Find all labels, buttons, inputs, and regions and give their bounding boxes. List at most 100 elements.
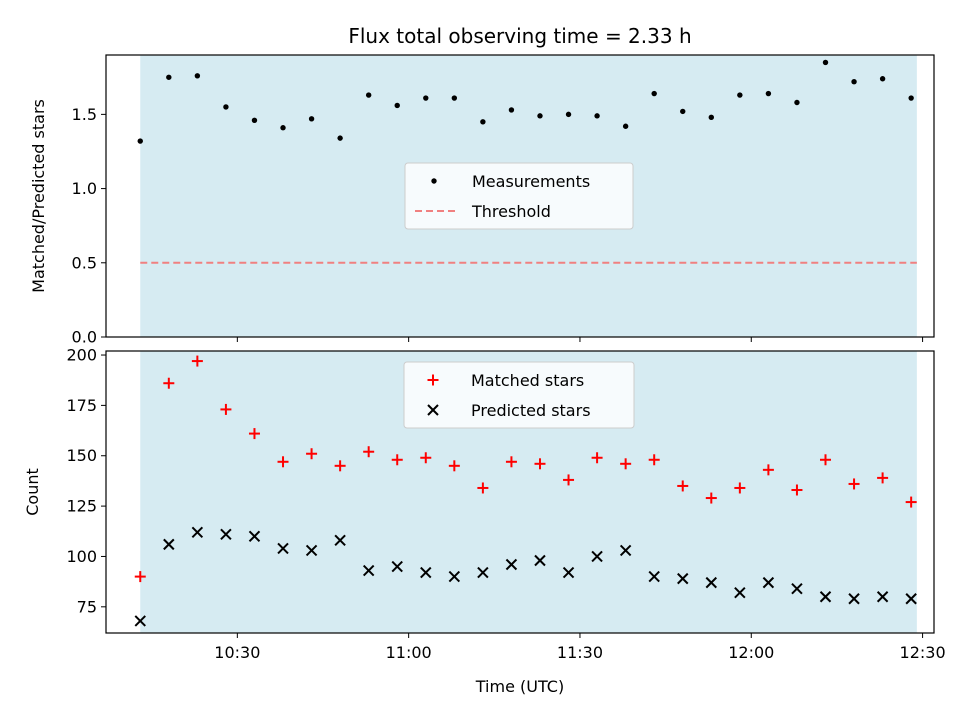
legend-label: Measurements <box>472 172 590 191</box>
measurement-point <box>765 90 772 97</box>
matched-star-point <box>905 496 917 508</box>
matched-star-point <box>391 454 403 466</box>
predicted-star-point <box>334 534 346 547</box>
measurement-point <box>137 138 143 144</box>
top-panel: 0.0 0.5 1.0 1.5 Matched/Predicted stars Measu… <box>29 54 935 347</box>
x-tick-label: 12:30 <box>900 643 946 662</box>
measurement-point <box>508 107 515 113</box>
matched-star-point <box>591 452 603 464</box>
y-tick-label: 100 <box>66 547 97 566</box>
predicted-marker-b <box>391 560 403 573</box>
matched-star-point <box>448 460 460 472</box>
predicted-marker-b <box>534 554 546 567</box>
predicted-marker-b <box>477 566 489 579</box>
predicted-marker-b <box>362 564 375 577</box>
measurement-point <box>251 117 258 124</box>
measurement-point <box>794 99 800 106</box>
legend-box <box>404 162 634 230</box>
predicted-star-point <box>505 558 518 571</box>
matched-star-point <box>563 474 575 486</box>
matched-star-point <box>306 448 318 460</box>
predicted-marker-b <box>905 593 917 605</box>
matched-star-point <box>191 355 203 367</box>
predicted-star-point <box>591 550 603 563</box>
measurement-point <box>879 76 886 82</box>
matched-star-point <box>477 482 489 494</box>
legend-marker-measurements <box>431 178 437 184</box>
predicted-star-point <box>477 566 489 579</box>
predicted-star-point <box>819 591 832 603</box>
matched-star-point <box>848 478 860 490</box>
measurement-point <box>423 95 429 101</box>
predicted-star-point <box>134 615 146 627</box>
predicted-star-point <box>677 572 689 585</box>
predicted-star-point <box>762 576 775 589</box>
predicted-marker-b <box>848 593 860 605</box>
predicted-marker-b <box>677 572 689 585</box>
measurement-point <box>194 73 201 79</box>
predicted-star-point <box>420 566 432 579</box>
measurement-point <box>851 79 857 85</box>
predicted-marker-b <box>420 566 432 579</box>
x-tick-label: 12:00 <box>728 643 774 662</box>
predicted-marker-b <box>734 587 746 599</box>
predicted-star-point <box>191 526 204 538</box>
measurement-point <box>365 92 372 98</box>
measurement-point <box>594 113 600 119</box>
matched-star-point <box>762 464 774 476</box>
predicted-star-point <box>562 566 575 579</box>
matched-star-point <box>334 460 346 472</box>
predicted-marker-b <box>305 544 318 557</box>
predicted-marker-b <box>220 528 232 541</box>
measurement-point <box>737 92 743 98</box>
predicted-marker-b <box>648 570 660 583</box>
measurement-point <box>651 90 657 97</box>
predicted-marker-b <box>191 526 204 538</box>
predicted-star-point <box>791 582 803 595</box>
predicted-star-point <box>248 530 261 543</box>
predicted-marker-b <box>619 544 632 557</box>
legend-label: Threshold <box>471 202 551 221</box>
measurement-point <box>308 116 315 122</box>
y-tick-label: 175 <box>66 396 97 415</box>
x-tick-label: 11:30 <box>557 643 603 662</box>
y-axis-label: Count <box>23 468 42 516</box>
matched-star-point <box>877 472 889 484</box>
predicted-marker-b <box>591 550 603 563</box>
axes-frame <box>105 54 935 338</box>
predicted-star-point <box>220 528 232 541</box>
legend: Matched stars Predicted stars <box>403 361 635 429</box>
x-axis-label: Time (UTC) <box>475 677 564 696</box>
measurement-point <box>565 111 572 118</box>
measurement-point <box>394 102 400 109</box>
predicted-marker-b <box>791 582 803 595</box>
matched-star-point <box>534 458 546 470</box>
matched-star-point <box>134 571 146 583</box>
matched-star-point <box>420 452 432 464</box>
measurement-point <box>622 123 629 129</box>
predicted-marker-b <box>819 591 832 603</box>
measurement-point <box>680 108 686 115</box>
axes-frame <box>105 350 935 634</box>
x-tick-label: 11:00 <box>386 643 432 662</box>
matched-star-point <box>277 456 289 468</box>
matched-star-point <box>505 456 517 468</box>
y-tick-label: 1.0 <box>72 179 97 198</box>
predicted-star-point <box>848 593 860 605</box>
measurement-point <box>280 125 286 131</box>
x-tick-label: 10:30 <box>214 643 260 662</box>
measurement-point <box>708 114 714 121</box>
matched-star-point <box>163 377 175 389</box>
y-tick-label: 0.0 <box>72 328 97 347</box>
predicted-star-point <box>277 542 289 555</box>
predicted-marker-b <box>505 558 518 571</box>
legend-label: Matched stars <box>471 371 584 390</box>
predicted-star-point <box>163 538 175 551</box>
measurement-point <box>337 135 343 141</box>
matched-star-point <box>677 480 689 492</box>
measurement-point <box>537 113 543 119</box>
predicted-marker-b <box>134 615 146 627</box>
matched-star-point <box>648 454 660 466</box>
bottom-panel: 75 100 125 150 175 200 10:30 11:00 11:30 12:00 12:… <box>23 346 946 662</box>
